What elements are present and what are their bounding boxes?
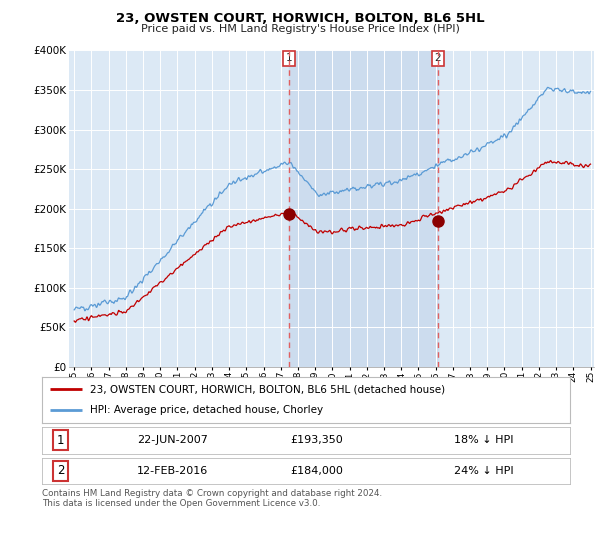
Text: Contains HM Land Registry data © Crown copyright and database right 2024.
This d: Contains HM Land Registry data © Crown c…	[42, 489, 382, 508]
Text: £193,350: £193,350	[290, 435, 343, 445]
Text: 23, OWSTEN COURT, HORWICH, BOLTON, BL6 5HL: 23, OWSTEN COURT, HORWICH, BOLTON, BL6 5…	[116, 12, 484, 25]
Text: 23, OWSTEN COURT, HORWICH, BOLTON, BL6 5HL (detached house): 23, OWSTEN COURT, HORWICH, BOLTON, BL6 5…	[89, 384, 445, 394]
Text: 18% ↓ HPI: 18% ↓ HPI	[454, 435, 514, 445]
Text: 22-JUN-2007: 22-JUN-2007	[137, 435, 208, 445]
Text: 2: 2	[57, 464, 64, 478]
Text: 2: 2	[434, 53, 441, 63]
Text: HPI: Average price, detached house, Chorley: HPI: Average price, detached house, Chor…	[89, 405, 323, 416]
Bar	[289, 50, 438, 367]
Text: 1: 1	[57, 433, 64, 447]
Text: 12-FEB-2016: 12-FEB-2016	[137, 466, 208, 476]
Text: 1: 1	[286, 53, 292, 63]
Text: Price paid vs. HM Land Registry's House Price Index (HPI): Price paid vs. HM Land Registry's House …	[140, 24, 460, 34]
Text: 24% ↓ HPI: 24% ↓ HPI	[454, 466, 514, 476]
Text: £184,000: £184,000	[290, 466, 343, 476]
